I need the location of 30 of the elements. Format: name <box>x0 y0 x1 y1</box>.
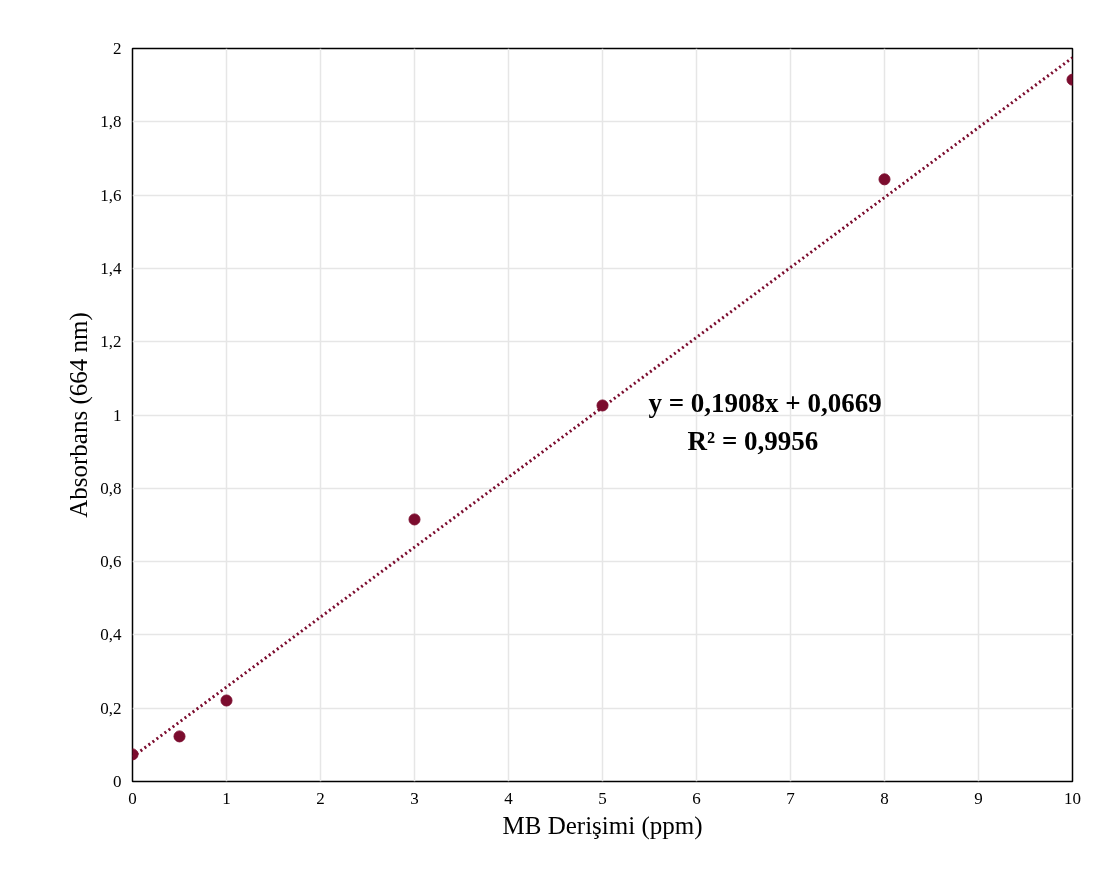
y-axis-title: Absorbans (664 nm) <box>65 312 94 518</box>
y-tick-label: 2 <box>113 39 122 58</box>
y-tick-label: 0 <box>113 772 122 791</box>
y-tick-label: 0,6 <box>100 552 122 572</box>
x-tick-label: 2 <box>316 788 325 808</box>
annotation: y = 0,1908x + 0,0669 <box>648 387 882 418</box>
x-tick-label: 4 <box>504 788 514 808</box>
x-tick-label: 8 <box>880 788 889 808</box>
y-tick-label: 0,2 <box>100 698 122 718</box>
y-tick-label: 0,8 <box>100 478 122 498</box>
y-tick-label: 1,6 <box>100 185 122 205</box>
annotation: R² = 0,9956 <box>687 425 819 456</box>
x-tick-label: 9 <box>974 788 983 808</box>
x-tick-label: 0 <box>128 788 137 808</box>
x-tick-label: 10 <box>1064 788 1081 808</box>
y-tick-label: 1,2 <box>100 332 122 352</box>
x-tick-label: 1 <box>222 788 231 808</box>
x-tick-label: 5 <box>598 788 607 808</box>
y-tick-label: 0,4 <box>100 625 122 645</box>
y-tick-label: 1,8 <box>100 112 122 132</box>
x-tick-label: 7 <box>786 788 796 808</box>
y-tick-label: 1 <box>113 405 122 425</box>
x-tick-label: 3 <box>410 788 419 808</box>
point <box>878 173 891 186</box>
point <box>173 730 186 743</box>
x-axis-title: MB Derişimi (ppm) <box>502 811 703 840</box>
y-tick-label: 1,4 <box>100 258 122 278</box>
x-tick-label: 6 <box>692 788 701 808</box>
point <box>408 513 421 526</box>
point <box>220 694 233 707</box>
